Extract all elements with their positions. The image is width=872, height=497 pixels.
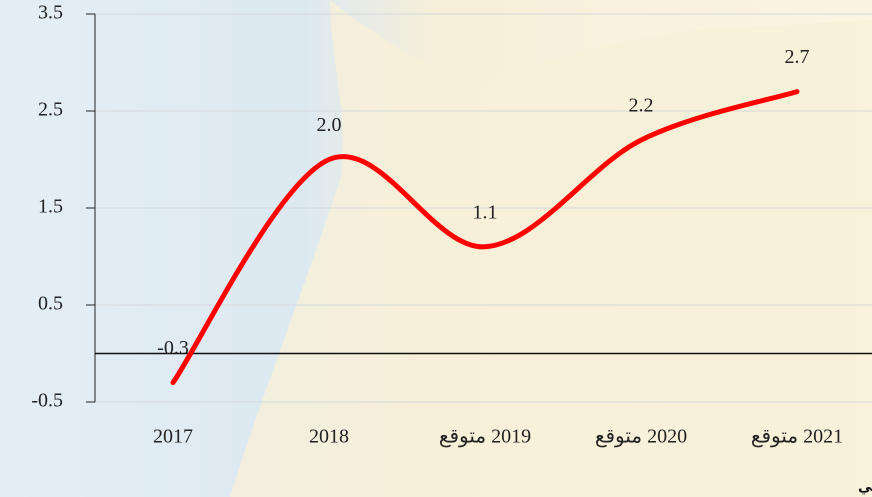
- y-tick-label: 1.5: [38, 196, 63, 218]
- source-note: المصدر: البنك الدولي: [858, 479, 872, 495]
- data-label: 2.0: [317, 114, 342, 136]
- map-land: [230, 0, 872, 497]
- series-line: [170, 89, 800, 386]
- x-tick-label: 2017: [153, 426, 193, 448]
- data-label: 1.1: [473, 201, 498, 223]
- x-tick-label: 2018: [309, 426, 349, 448]
- data-label: 2.7: [785, 46, 810, 68]
- y-tick-label: 0.5: [38, 293, 63, 315]
- y-tick-label: -0.5: [31, 390, 63, 412]
- x-tick-label: 2019 متوقع: [439, 426, 531, 448]
- y-tick-label: 2.5: [38, 99, 63, 121]
- data-label: 2.2: [629, 95, 654, 117]
- data-label: -0.3: [157, 337, 189, 359]
- x-tick-label: 2021 متوقع: [751, 426, 843, 448]
- plot-area: -0.5 0.5 1.5 2.5 3.5 2017 2018 2019 متوقع 2020 م…: [31, 2, 872, 448]
- y-tick-label: 3.5: [38, 2, 63, 24]
- x-tick-label: 2020 متوقع: [595, 426, 687, 448]
